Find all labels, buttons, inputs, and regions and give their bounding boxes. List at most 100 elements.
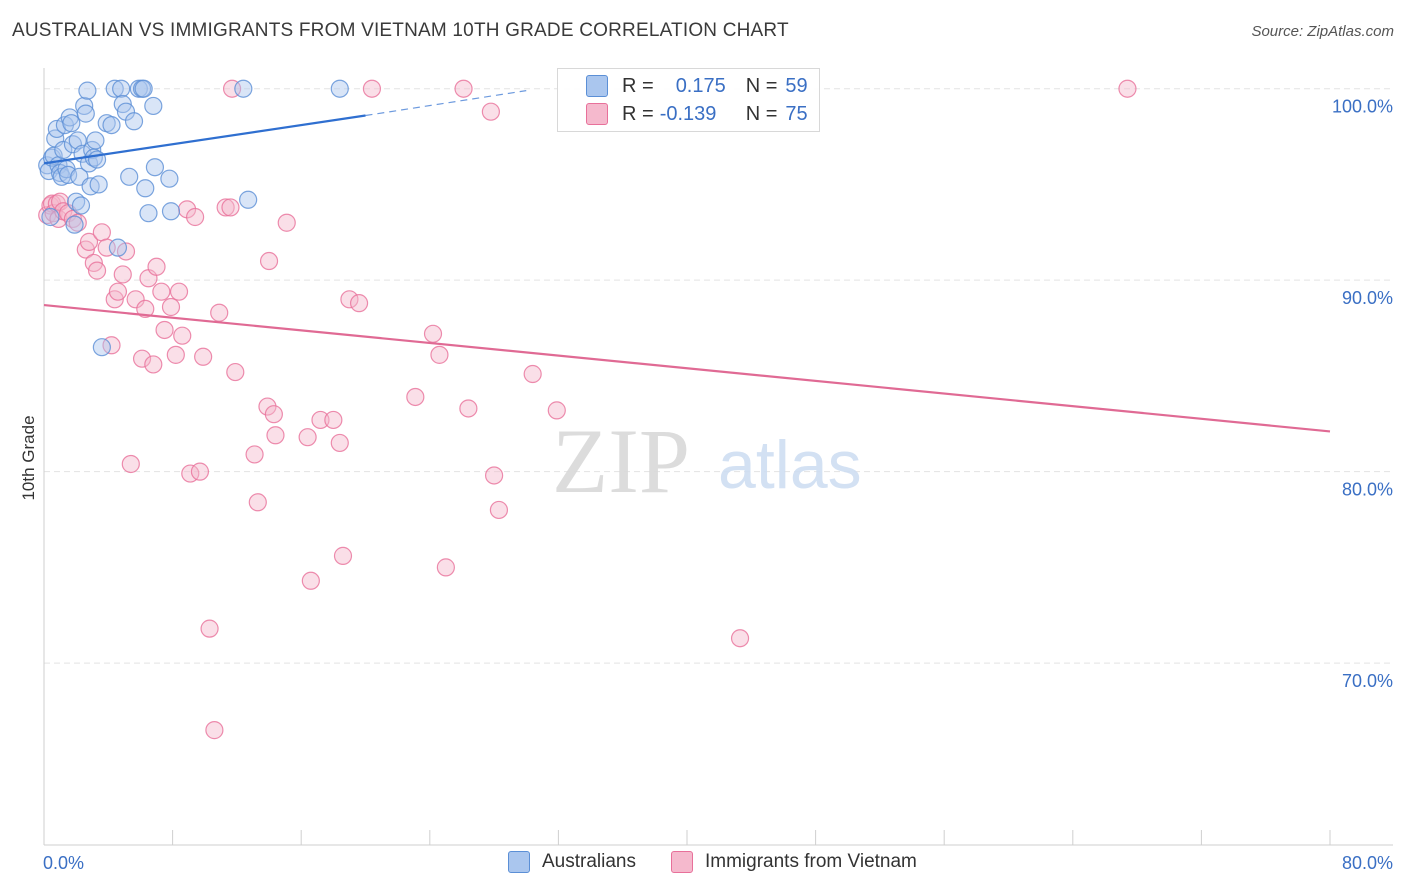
point-vietnam [423,324,443,343]
gridlines [44,88,1393,664]
point-australians [86,131,105,150]
point-australians [134,79,153,98]
point-vietnam [266,426,285,445]
point-vietnam [730,629,750,648]
point-vietnam [132,349,152,368]
point-vietnam [169,282,189,301]
series-australians-points [38,79,349,357]
point-australians [160,169,179,188]
point-australians [68,131,87,150]
stats-legend: R = 0.175 N = 59 R = -0.139 N = 75 [557,68,820,132]
point-vietnam [301,571,320,590]
point-australians [75,96,94,116]
point-vietnam [340,290,359,309]
point-vietnam [1118,79,1137,98]
y-tick-labels: 100.0% 90.0% 80.0% 70.0% [1332,97,1393,691]
point-vietnam [362,79,382,98]
point-australians [330,79,349,98]
point-australians [136,179,155,198]
point-vietnam [186,207,205,227]
y-axis-label: 10th Grade [19,415,38,500]
point-vietnam [248,493,267,512]
point-australians [41,207,60,227]
point-australians [120,167,139,186]
point-vietnam [68,213,87,232]
point-vietnam [406,387,425,407]
point-vietnam [454,79,473,98]
legend-n-value: 75 [785,102,808,125]
point-australians [102,115,121,135]
legend-r-value: 0.175 [675,74,726,97]
point-australians [83,140,102,160]
point-vietnam [277,213,296,232]
point-vietnam [436,558,455,577]
legend-label-vietnam: Immigrants from Vietnam [705,851,917,872]
watermark-atlas: atlas [718,427,862,503]
point-australians [78,81,97,100]
point-vietnam [200,619,219,638]
legend-n-label: N = [745,74,778,97]
legend-item-australians[interactable]: Australians [508,851,636,873]
point-vietnam [173,326,192,345]
axes [43,68,1393,846]
point-vietnam [459,399,478,418]
legend-item-vietnam[interactable]: Immigrants from Vietnam [671,851,917,873]
y-tick-label: 90.0% [1342,288,1393,308]
point-vietnam [87,261,107,280]
y-tick-label: 70.0% [1342,671,1393,691]
point-vietnam [221,198,240,217]
point-vietnam [430,345,449,364]
point-australians [161,202,181,221]
source-label: Source: ZipAtlas.com [1251,23,1394,40]
point-vietnam [152,282,171,301]
point-vietnam [205,721,224,740]
point-vietnam [126,290,145,309]
legend-swatch-blue [586,75,608,97]
point-vietnam [194,347,213,366]
point-vietnam [330,433,349,453]
point-vietnam [190,462,210,481]
point-australians [89,175,108,194]
point-vietnam [121,454,140,474]
trend-line-australians [43,114,366,165]
point-vietnam [210,303,229,322]
legend-r-value: -0.139 [659,102,717,125]
point-australians [145,158,165,177]
point-vietnam [155,320,174,340]
point-vietnam [485,466,504,485]
point-vietnam [113,265,132,284]
y-tick-label: 100.0% [1332,97,1393,117]
point-vietnam [136,299,155,319]
point-australians [62,114,81,133]
point-vietnam [333,546,353,565]
series-legend: Australians Immigrants from Vietnam [0,851,1406,877]
point-vietnam [245,445,264,464]
trend-line-extension [365,90,527,117]
x-tick-label-left: 0.0% [43,853,84,873]
point-vietnam [481,102,500,121]
legend-swatch-pink [671,851,693,873]
legend-row-australians: R = 0.175 N = 59 [586,73,808,99]
legend-r-label: R = [622,74,654,97]
point-vietnam [144,355,163,374]
point-vietnam [161,297,181,317]
point-vietnam [216,198,235,217]
point-australians [239,190,258,209]
trend-line-vietnam [43,303,1331,433]
point-vietnam [147,257,166,276]
point-australians [124,112,144,131]
point-australians [76,104,95,123]
point-australians [92,338,111,357]
legend-n-label: N = [745,102,778,125]
point-vietnam [108,282,128,301]
point-australians [112,79,131,98]
watermark: ZIP atlas [552,410,862,512]
point-vietnam [311,410,330,430]
legend-row-vietnam: R = -0.139 N = 75 [586,101,808,127]
trend-lines [43,90,1331,433]
point-vietnam [166,345,185,364]
point-australians [108,238,128,257]
point-vietnam [324,410,343,430]
point-australians [59,165,78,184]
